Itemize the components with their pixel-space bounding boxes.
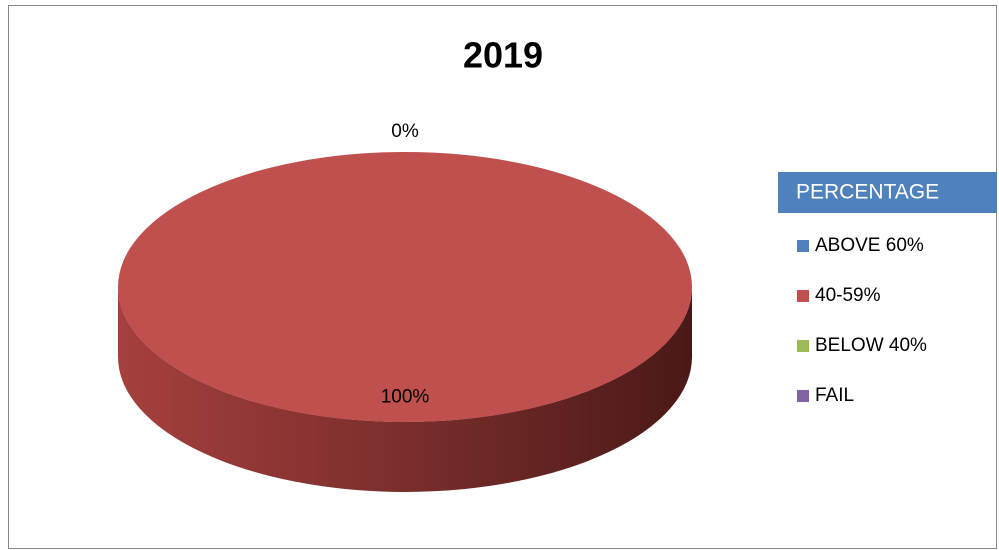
legend-swatch — [797, 340, 809, 352]
legend-label: ABOVE 60% — [815, 235, 924, 256]
legend-swatch — [797, 240, 809, 252]
data-label: 100% — [381, 387, 430, 408]
data-label: 0% — [391, 121, 419, 142]
legend-swatch — [797, 290, 809, 302]
legend-label: 40-59% — [815, 285, 881, 306]
legend-label: BELOW 40% — [815, 335, 927, 356]
pie-slice — [117, 151, 692, 423]
legend-title: PERCENTAGE — [796, 181, 939, 204]
legend-header — [778, 172, 997, 213]
pie-side — [118, 287, 692, 492]
legend-swatch — [797, 390, 809, 402]
legend-label: FAIL — [815, 385, 854, 406]
chart-title: 2019 — [463, 35, 543, 76]
